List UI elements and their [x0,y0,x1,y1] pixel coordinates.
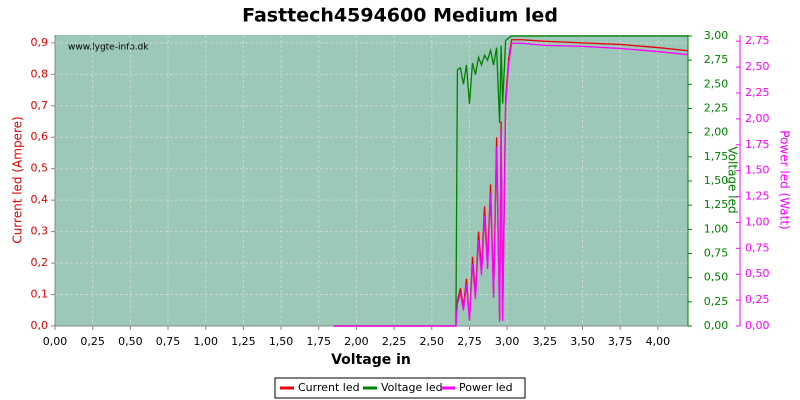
y3-tick-label: 1,50 [745,164,770,177]
x-tick-label: 0,25 [80,335,105,348]
y2-tick-label: 2,00 [704,126,729,139]
y3-tick-label: 2,50 [745,60,770,73]
x-tick-label: 2,50 [420,335,445,348]
x-tick-label: 2,75 [457,335,482,348]
y2-tick-label: 1,25 [704,198,729,211]
y2-tick-label: 0,00 [704,319,729,332]
y-tick-label: 0,9 [31,36,49,49]
y3-axis-title: Power led (Watt) [778,130,792,229]
x-tick-label: 3,00 [495,335,520,348]
x-tick-label: 0,00 [43,335,68,348]
y-tick-label: 0,5 [31,162,49,175]
y-tick-label: 0,0 [31,319,49,332]
y3-tick-label: 2,00 [745,112,770,125]
y-tick-label: 0,8 [31,67,49,80]
y-tick-label: 0,6 [31,130,49,143]
chart-title: Fasttech4594600 Medium led [242,5,558,27]
y3-tick-label: 0,00 [745,319,770,332]
x-axis-title: Voltage in [331,352,411,368]
y2-tick-label: 2,50 [704,77,729,90]
y2-tick-label: 3,00 [704,29,729,42]
watermark: www.lygte-info.dk [68,43,149,53]
y-tick-label: 0,7 [31,99,49,112]
y-tick-label: 0,2 [31,256,49,269]
x-tick-label: 1,75 [307,335,332,348]
y3-tick-label: 0,50 [745,267,770,280]
y3-tick-label: 1,25 [745,190,770,203]
series-line [333,42,689,327]
legend-label: Power led [459,381,513,394]
y2-tick-label: 2,25 [704,101,729,114]
y2-tick-label: 1,00 [704,222,729,235]
y-tick-label: 0,1 [31,288,49,301]
x-tick-label: 0,50 [118,335,143,348]
y2-tick-label: 1,50 [704,174,729,187]
y3-tick-label: 0,75 [745,241,770,254]
x-tick-label: 3,25 [533,335,558,348]
x-tick-label: 3,75 [608,335,633,348]
y3-tick-label: 1,75 [745,138,770,151]
plot-area [55,35,688,326]
x-tick-label: 1,00 [193,335,218,348]
x-tick-label: 2,25 [382,335,407,348]
y2-tick-label: 2,75 [704,53,729,66]
x-tick-label: 4,00 [646,335,671,348]
series-line [333,35,688,327]
x-tick-label: 2,00 [344,335,369,348]
x-tick-label: 3,50 [570,335,595,348]
x-tick-label: 0,75 [156,335,181,348]
y3-tick-label: 0,25 [745,293,770,306]
x-tick-label: 1,25 [231,335,256,348]
y3-tick-label: 1,00 [745,215,770,228]
x-tick-label: 1,50 [269,335,294,348]
legend-label: Voltage led [381,381,443,394]
legend-box [274,377,526,399]
y-tick-label: 0,4 [31,193,49,206]
y3-tick-label: 2,25 [745,86,770,99]
legend-label: Current led [298,381,360,394]
y2-tick-label: 0,50 [704,271,729,284]
y-tick-label: 0,3 [31,225,49,238]
y3-tick-label: 2,75 [745,34,770,47]
y2-tick-label: 1,75 [704,150,729,163]
y2-tick-label: 0,25 [704,295,729,308]
y-axis-title: Current led (Ampere) [11,116,25,243]
y2-tick-label: 0,75 [704,246,729,259]
